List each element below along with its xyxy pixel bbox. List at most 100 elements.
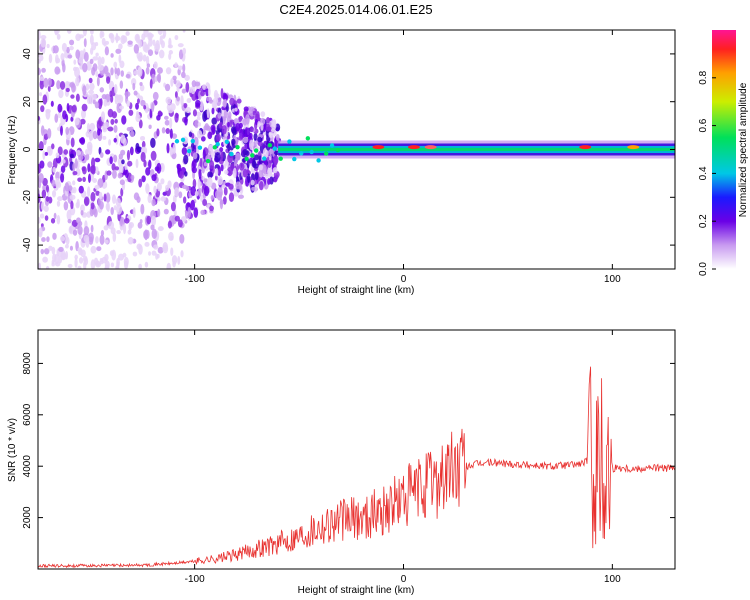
spectral-speck	[83, 234, 90, 243]
spectral-speck	[272, 155, 279, 165]
spectral-speck	[113, 124, 118, 133]
spectrogram-panel: -100 0 100 -40 -20 0 20 40 Height of straight …	[7, 29, 676, 296]
spectral-speck	[168, 50, 174, 55]
spectral-speck	[165, 184, 170, 192]
spectral-speck	[46, 43, 50, 49]
spectral-speck	[176, 163, 180, 170]
spectral-speck	[214, 175, 218, 181]
spectral-speck-bright	[215, 142, 220, 147]
spectral-speck	[110, 53, 114, 58]
spectral-speck	[50, 218, 56, 224]
colorbar-gradient	[712, 30, 736, 269]
spectral-speck	[62, 110, 67, 120]
spectral-speck	[203, 161, 208, 167]
spectral-speck	[100, 56, 105, 65]
spectral-speck	[83, 196, 90, 206]
spectral-speck	[85, 130, 91, 138]
spectral-speck	[38, 262, 42, 269]
spectral-speck	[70, 137, 75, 148]
spectral-speck	[45, 196, 50, 202]
spectral-speck	[215, 190, 220, 199]
spectral-speck	[225, 102, 229, 113]
y-tick-label: 2000	[22, 506, 33, 529]
spectral-speck	[157, 226, 164, 232]
spectral-speck	[40, 105, 45, 113]
spectral-speck	[52, 190, 57, 198]
spectral-speck	[140, 99, 146, 107]
spectral-speck	[124, 217, 130, 224]
spectral-speck	[130, 174, 135, 180]
spectral-speck	[52, 45, 59, 54]
snr-x-ticks: -100 0 100	[185, 330, 621, 585]
spectral-speck	[145, 55, 150, 66]
spectral-speck	[239, 183, 243, 192]
spectral-speck	[90, 191, 96, 202]
spectral-speck	[252, 110, 257, 116]
spectral-speck	[124, 163, 128, 171]
spectral-speck	[141, 175, 146, 183]
spectral-speck	[242, 168, 248, 178]
spectral-speck	[103, 121, 110, 129]
spectral-speck	[192, 178, 197, 189]
spectral-speck	[68, 225, 75, 235]
spectral-speck	[38, 67, 41, 76]
spectral-speck	[170, 235, 174, 241]
spectral-speck	[181, 88, 187, 94]
spectral-speck	[66, 30, 72, 34]
spectral-speck	[210, 149, 214, 159]
spectral-speck	[174, 112, 179, 123]
spectral-speck	[104, 253, 109, 262]
spectral-speck	[146, 63, 151, 68]
spectral-speck	[208, 144, 214, 152]
spectral-speck	[221, 124, 227, 135]
spectral-speck	[61, 58, 65, 67]
spectral-speck	[151, 198, 156, 207]
colorbar-tick-label: 0.0	[698, 262, 709, 276]
spectral-speck	[227, 121, 231, 128]
spectral-speck	[92, 56, 99, 61]
spectrogram-heatmap	[38, 30, 675, 269]
spectral-speck	[137, 222, 143, 229]
spectral-speck-bright	[244, 156, 249, 162]
spectrogram-y-label: Frequency (Hz)	[7, 116, 18, 185]
spectral-speck	[195, 111, 202, 117]
y-tick-label: 20	[22, 96, 33, 108]
spectral-speck	[82, 62, 88, 73]
spectral-speck	[138, 263, 142, 269]
spectral-speck	[219, 199, 224, 205]
spectral-speck	[106, 170, 112, 176]
spectral-speck	[69, 153, 75, 158]
spectral-speck	[72, 186, 77, 194]
spectral-speck-bright	[224, 139, 230, 145]
spectral-speck	[38, 216, 41, 224]
spectral-speck	[47, 77, 52, 87]
spectral-speck	[190, 85, 196, 95]
spectral-speck	[167, 107, 174, 114]
spectral-speck	[140, 151, 146, 162]
spectral-speck	[135, 102, 139, 110]
spectral-speck	[103, 42, 107, 47]
spectral-speck	[209, 205, 214, 212]
spectral-speck	[39, 213, 45, 219]
spectral-speck	[248, 132, 253, 139]
spectral-speck	[152, 91, 159, 101]
spectral-speck	[66, 102, 70, 112]
spectral-speck	[174, 35, 179, 41]
spectral-speck	[190, 142, 195, 152]
spectral-speck	[108, 34, 113, 39]
spectral-speck	[235, 152, 241, 161]
spectral-speck	[56, 200, 61, 207]
spectral-speck	[176, 85, 180, 93]
colorbar-tick-label: 0.4	[698, 166, 709, 180]
spectral-speck-bright	[262, 156, 267, 161]
spectral-speck	[222, 92, 227, 98]
spectral-speck	[273, 150, 280, 156]
spectral-speck	[81, 103, 88, 112]
spectral-speck	[249, 139, 255, 151]
spectral-speck	[271, 120, 277, 131]
spectral-speck	[97, 56, 102, 67]
spectral-speck	[206, 108, 210, 119]
spectral-speck-bright	[329, 143, 335, 148]
spectral-speck	[54, 66, 61, 75]
spectral-peak	[407, 145, 420, 150]
